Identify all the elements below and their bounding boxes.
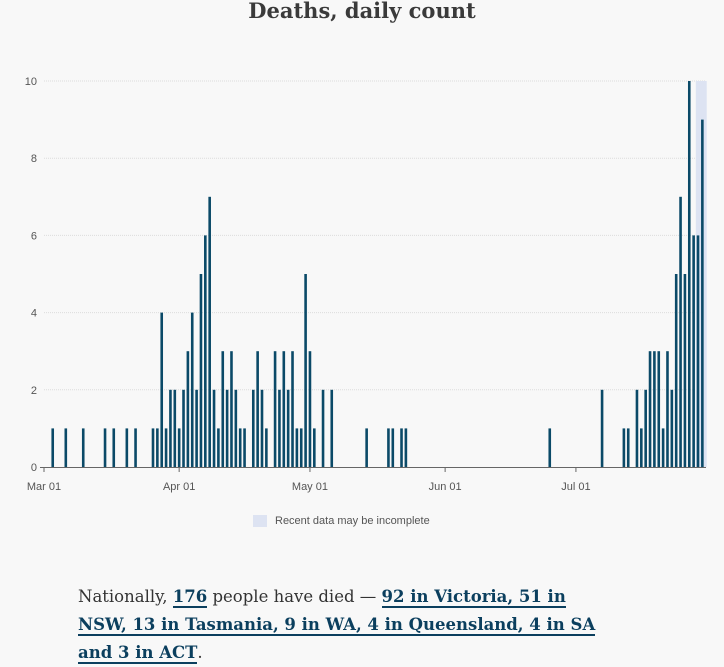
y-tick-label: 4 bbox=[31, 308, 37, 320]
bar bbox=[212, 389, 216, 467]
bar bbox=[234, 389, 238, 467]
bar bbox=[404, 428, 408, 467]
bar bbox=[295, 428, 299, 467]
bar bbox=[330, 389, 334, 467]
bar bbox=[103, 428, 107, 467]
bar bbox=[265, 428, 268, 467]
bar bbox=[701, 119, 704, 467]
chart-title: Deaths, daily count bbox=[248, 0, 476, 23]
bar bbox=[308, 351, 312, 467]
bar bbox=[273, 351, 277, 467]
bar bbox=[169, 389, 172, 467]
bar bbox=[679, 196, 682, 468]
bar bbox=[391, 428, 395, 467]
y-tick-label: 10 bbox=[25, 76, 37, 88]
bar bbox=[387, 428, 390, 467]
bar bbox=[173, 389, 177, 467]
bar bbox=[125, 428, 129, 467]
bar bbox=[670, 389, 674, 467]
bar bbox=[182, 389, 185, 467]
bar bbox=[644, 389, 647, 467]
bar bbox=[365, 428, 368, 467]
bar bbox=[204, 235, 207, 467]
legend-label: Recent data may be incomplete bbox=[275, 515, 430, 527]
bar bbox=[164, 428, 168, 467]
bar bbox=[696, 235, 700, 467]
bar bbox=[692, 235, 695, 467]
bar bbox=[299, 428, 303, 467]
bar bbox=[321, 389, 325, 467]
bar bbox=[653, 351, 656, 467]
bar bbox=[256, 351, 259, 467]
bar bbox=[640, 428, 643, 467]
bar bbox=[190, 312, 194, 467]
bar bbox=[282, 351, 286, 467]
bar bbox=[400, 428, 403, 467]
x-axis: Mar 01 Apr 01 May 01 Jun 01 Jul 01 bbox=[27, 467, 706, 493]
bar bbox=[221, 351, 225, 467]
bar bbox=[251, 389, 255, 467]
bar bbox=[626, 428, 630, 467]
bar bbox=[238, 428, 242, 467]
bar bbox=[648, 351, 652, 467]
bar bbox=[160, 312, 164, 467]
x-tick-label: Jul 01 bbox=[561, 481, 590, 493]
bar bbox=[225, 389, 229, 467]
y-tick-label: 0 bbox=[31, 462, 37, 474]
x-tick-label: Apr 01 bbox=[163, 481, 195, 493]
bar bbox=[661, 428, 665, 467]
bar bbox=[151, 428, 155, 467]
bar bbox=[600, 389, 604, 467]
bar bbox=[548, 428, 552, 467]
summary-prefix: Nationally, bbox=[78, 586, 173, 606]
bar bbox=[657, 351, 661, 467]
y-tick-label: 8 bbox=[31, 153, 37, 165]
bar bbox=[112, 428, 116, 467]
summary-suffix: . bbox=[197, 642, 203, 662]
bar bbox=[186, 351, 190, 467]
bar bbox=[156, 428, 159, 467]
bar bbox=[243, 428, 246, 467]
bar bbox=[195, 389, 198, 467]
bar bbox=[674, 274, 678, 467]
y-axis-ticks: 0 2 4 6 8 10 bbox=[25, 76, 37, 474]
bar bbox=[304, 274, 307, 467]
bar bbox=[230, 351, 233, 467]
death-count-link[interactable]: 176 bbox=[172, 586, 208, 608]
bar bbox=[687, 81, 691, 467]
bar bbox=[199, 274, 203, 467]
bar bbox=[286, 389, 290, 467]
bar bbox=[313, 428, 316, 467]
legend-swatch bbox=[253, 515, 267, 527]
bar bbox=[622, 428, 626, 467]
bar bbox=[64, 428, 68, 467]
bar bbox=[81, 428, 85, 467]
y-tick-label: 6 bbox=[31, 230, 37, 242]
bar bbox=[208, 196, 211, 468]
bar bbox=[291, 351, 294, 467]
gridlines bbox=[44, 80, 706, 391]
bar bbox=[683, 274, 687, 467]
legend: Recent data may be incomplete bbox=[253, 515, 430, 527]
bar bbox=[134, 428, 137, 467]
bar bbox=[260, 389, 264, 467]
x-tick-label: Jun 01 bbox=[429, 481, 462, 493]
bar bbox=[177, 428, 181, 467]
summary-text: Nationally, 176 people have died — 92 in… bbox=[78, 583, 618, 667]
bars bbox=[51, 81, 704, 468]
bar bbox=[666, 351, 669, 467]
bar bbox=[278, 389, 281, 467]
bar bbox=[51, 428, 55, 467]
y-tick-label: 2 bbox=[31, 385, 37, 397]
bar bbox=[635, 389, 639, 467]
x-tick-label: Mar 01 bbox=[27, 481, 61, 493]
x-tick-label: May 01 bbox=[292, 481, 328, 493]
daily-deaths-chart: 0 2 4 6 8 10 Mar 01 Apr 01 May 01 Jun 01 Jul 01 bbox=[25, 76, 707, 493]
bar bbox=[217, 428, 220, 467]
summary-middle: people have died — bbox=[207, 586, 382, 606]
